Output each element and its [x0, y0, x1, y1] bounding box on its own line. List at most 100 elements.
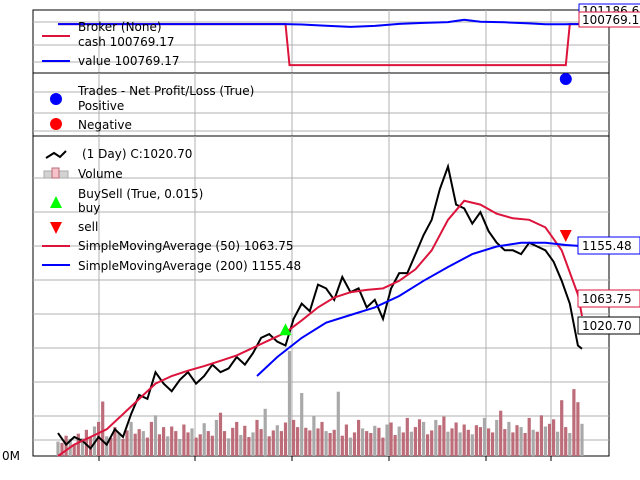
volume-bar	[357, 419, 361, 456]
volume-bar	[556, 431, 560, 456]
price-legend: (1 Day) C:1020.70 Volume BuySell (True, …	[42, 147, 301, 273]
volume-bar	[487, 428, 491, 456]
volume-bar	[332, 429, 336, 457]
broker-panel: Broker (None) cash 100769.17 value 10076…	[32, 3, 640, 78]
volume-bar	[499, 410, 503, 456]
value-legend-label: value 100769.17	[78, 54, 179, 68]
trades-panel: Trades - Net Profit/Loss (True) Positive…	[32, 72, 610, 141]
volume-bar	[129, 421, 133, 456]
price-last-value-tags: 1155.48 1063.75 1020.70	[577, 236, 640, 335]
broker-legend: Broker (None) cash 100769.17 value 10076…	[42, 20, 179, 68]
volume-bar	[56, 441, 60, 456]
volume-bar	[109, 437, 113, 456]
volume-bar	[560, 400, 564, 456]
sma200-legend-label: SimpleMovingAverage (200) 1155.48	[78, 259, 301, 273]
volume-bar	[125, 430, 129, 456]
volume-bar	[515, 425, 519, 456]
broker-series-line-1	[58, 18, 582, 28]
volume-bar	[503, 429, 507, 456]
volume-bar	[214, 419, 218, 456]
volume-bar	[271, 430, 275, 456]
volume-bar	[287, 351, 292, 456]
volume-bar	[507, 421, 511, 456]
volume-bar	[231, 427, 235, 456]
sma50-last-tag-box	[577, 289, 640, 308]
volume-bar	[97, 421, 101, 456]
volume-bars	[56, 351, 584, 457]
cash-last-tag: 100769.1	[582, 13, 639, 27]
negative-legend-marker	[50, 118, 62, 130]
volume-bar	[324, 431, 328, 456]
sell-marker-0	[559, 230, 572, 243]
trades-grid	[33, 73, 609, 141]
broker-legend-title: Broker (None)	[78, 20, 162, 34]
volume-bar	[308, 430, 312, 456]
volume-bar	[243, 425, 247, 456]
volume-bar	[495, 419, 499, 456]
sell-legend-label: sell	[78, 220, 98, 234]
volume-bar	[373, 425, 377, 456]
volume-bar	[438, 425, 442, 456]
trade-point-0-0	[559, 73, 572, 85]
volume-bar	[296, 427, 300, 456]
volume-bar	[263, 408, 267, 457]
volume-bar	[397, 426, 401, 456]
volume-bar	[511, 432, 515, 456]
volume-bar	[149, 421, 153, 456]
volume-bar	[462, 424, 466, 456]
volume-bar	[239, 435, 243, 456]
sell-legend-marker	[50, 222, 62, 234]
volume-bar	[255, 419, 259, 456]
volume-bar	[292, 419, 296, 456]
close-last-tag-box	[577, 316, 640, 335]
volume-bar	[466, 429, 470, 457]
volume-bar	[405, 417, 409, 456]
positive-legend-label: Positive	[78, 99, 124, 113]
volume-bar	[259, 429, 263, 456]
volume-bar	[166, 436, 170, 456]
volume-bar	[450, 428, 454, 456]
trades-legend-title: Trades - Net Profit/Loss (True)	[77, 84, 254, 98]
volume-axis-tick-0m: 0M	[2, 449, 20, 463]
volume-bar	[316, 428, 320, 456]
volume-bar	[88, 437, 93, 456]
volume-bar	[72, 444, 76, 456]
volume-bar	[458, 432, 462, 456]
positive-legend-marker	[50, 93, 62, 105]
close-last-tag: 1020.70	[582, 319, 632, 333]
volume-bar	[409, 431, 413, 456]
volume-bar	[576, 402, 580, 456]
sma200-line	[256, 241, 583, 377]
close-line-legend-swatch	[45, 150, 67, 159]
volume-bar	[482, 417, 487, 456]
volume-bar	[543, 426, 547, 456]
volume-bar	[153, 415, 158, 456]
volume-bar	[413, 427, 417, 456]
volume-bar	[174, 431, 178, 456]
volume-bar	[182, 424, 186, 456]
volume-legend-swatch-inner	[51, 167, 60, 179]
sma50-line	[57, 199, 583, 457]
volume-bar	[227, 438, 231, 456]
volume-bar	[348, 437, 353, 456]
volume-bar	[547, 423, 552, 456]
volume-bar	[434, 419, 438, 456]
volume-bar	[312, 416, 316, 456]
sma50-last-tag: 1063.75	[582, 292, 632, 306]
volume-bar	[430, 430, 434, 456]
volume-bar	[251, 432, 255, 456]
volume-bar	[442, 416, 446, 456]
volume-bar	[178, 438, 182, 456]
volume-bar	[361, 428, 365, 456]
volume-bar	[531, 429, 535, 457]
volume-bar	[535, 431, 539, 456]
volume-bar	[101, 401, 105, 456]
price-lines	[57, 162, 583, 457]
volume-bar	[145, 437, 149, 456]
volume-bar	[162, 427, 166, 456]
volume-bar	[84, 429, 88, 457]
volume-bar	[137, 429, 141, 456]
volume-bar	[170, 426, 174, 456]
cash-last-tag-box	[578, 11, 640, 28]
